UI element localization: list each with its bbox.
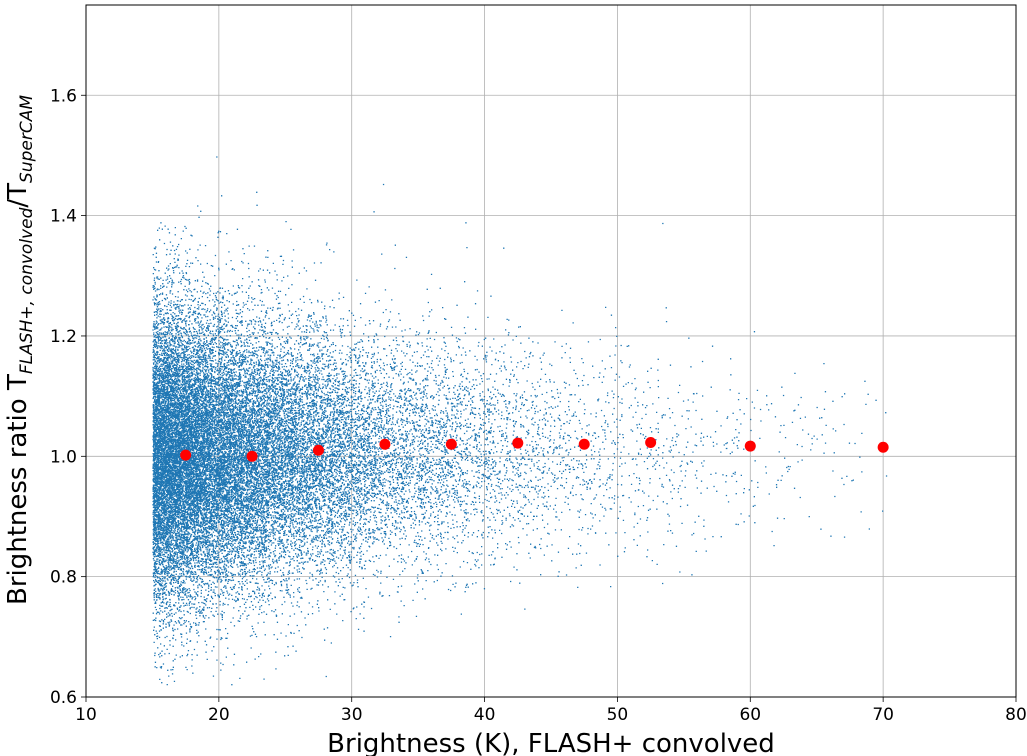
scatter-series xyxy=(152,156,888,686)
x-tick-label: 50 xyxy=(607,705,629,725)
binned-mean-point xyxy=(246,450,258,462)
binned-mean-point xyxy=(180,449,192,461)
y-tick-label: 1.6 xyxy=(50,86,77,106)
y-tick-label: 1.0 xyxy=(50,447,77,467)
x-tick-label: 40 xyxy=(474,705,496,725)
binned-mean-point xyxy=(645,436,657,448)
y-tick-label: 1.2 xyxy=(50,327,77,347)
binned-mean-point xyxy=(744,440,756,452)
y-axis-title-sub1: FLASH+, convolved xyxy=(17,207,37,374)
binned-mean-point xyxy=(578,438,590,450)
y-axis-ticks: 0.6 0.8 1.0 1.2 1.4 1.6 xyxy=(50,86,86,708)
binned-mean-series xyxy=(180,436,889,462)
x-tick-label: 70 xyxy=(872,705,894,725)
y-tick-label: 0.8 xyxy=(50,568,77,588)
binned-mean-point xyxy=(379,438,391,450)
plot-frame xyxy=(85,4,1017,698)
grid-lines xyxy=(85,5,1017,698)
x-tick-label: 60 xyxy=(739,705,761,725)
binned-mean-point xyxy=(445,438,457,450)
x-axis-title: Brightness (K), FLASH+ convolved xyxy=(327,729,775,756)
y-tick-label: 0.6 xyxy=(50,688,77,708)
x-axis-ticks: 10 20 30 40 50 60 70 80 xyxy=(75,697,1027,725)
scatter-points xyxy=(152,156,888,686)
y-axis-title-slash: /T xyxy=(3,183,33,208)
x-tick-label: 10 xyxy=(75,705,97,725)
y-axis-title: Brightness ratio TFLASH+, convolved/TSup… xyxy=(3,95,37,605)
y-tick-label: 1.4 xyxy=(50,207,77,227)
binned-mean-point xyxy=(877,441,889,453)
binned-mean-point xyxy=(313,444,324,456)
y-axis-title-sub2: SuperCAM xyxy=(17,95,37,183)
y-axis-title-main: Brightness ratio T xyxy=(3,374,33,605)
binned-mean-point xyxy=(512,437,524,449)
x-tick-label: 80 xyxy=(1005,705,1027,725)
x-tick-label: 30 xyxy=(341,705,363,725)
x-tick-label: 20 xyxy=(208,705,230,725)
